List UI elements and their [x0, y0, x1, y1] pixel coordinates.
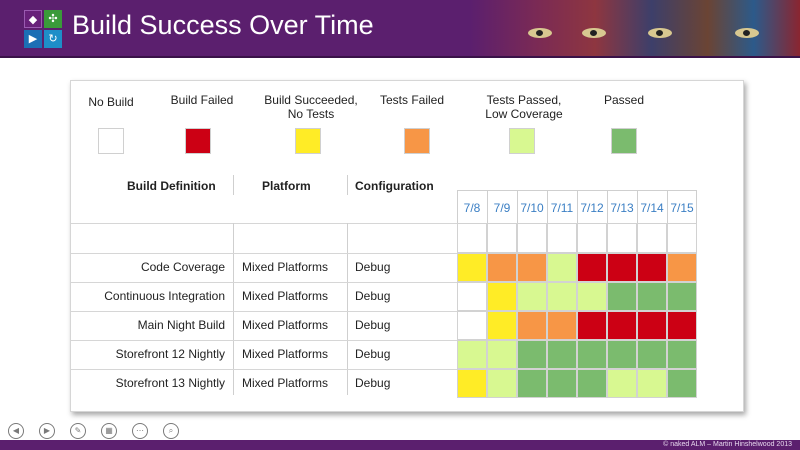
- row-configuration: Debug: [355, 347, 391, 361]
- status-cell: [667, 253, 697, 282]
- header-divider: [0, 56, 800, 58]
- status-cell: [517, 369, 547, 398]
- row-configuration: Debug: [355, 318, 391, 332]
- legend-swatch-no-build: [98, 128, 124, 154]
- legend-swatch-low-coverage: [509, 128, 535, 154]
- row-configuration: Debug: [355, 289, 391, 303]
- status-cell: [637, 282, 667, 311]
- status-cell: [547, 253, 577, 282]
- visual-studio-icon: ◆: [24, 10, 42, 28]
- status-cell: [487, 340, 517, 369]
- status-cell: [457, 253, 487, 282]
- footer-bar: © naked ALM – Martin Hinshelwood 2013: [0, 440, 800, 450]
- status-cell: [577, 340, 607, 369]
- slides-icon[interactable]: ▦: [101, 423, 117, 439]
- status-cell: [457, 282, 487, 311]
- page-title: Build Success Over Time: [72, 10, 374, 40]
- row-definition: Code Coverage: [140, 260, 225, 274]
- legend-swatch-passed: [611, 128, 637, 154]
- date-header: 7/15: [670, 201, 694, 215]
- row-platform: Mixed Platforms: [242, 376, 329, 390]
- status-cell: [607, 311, 637, 340]
- row-definition: Storefront 12 Nightly: [115, 347, 225, 361]
- release-icon: ▶: [24, 30, 42, 48]
- more-icon[interactable]: ⋯: [132, 423, 148, 439]
- header-bar: ◆ ✣ ▶ ↻ Build Success Over Time: [0, 0, 800, 56]
- status-cell: [547, 369, 577, 398]
- row-definition: Continuous Integration: [104, 289, 225, 303]
- status-cell: [667, 282, 697, 311]
- status-cell: [577, 282, 607, 311]
- status-cell: [607, 369, 637, 398]
- status-cell: [487, 253, 517, 282]
- legend-swatch-build-failed: [185, 128, 211, 154]
- legend-label-passed: Passed: [603, 93, 645, 107]
- row-platform: Mixed Platforms: [242, 289, 329, 303]
- zoom-icon[interactable]: ⌕: [163, 423, 179, 439]
- product-logo: ◆ ✣ ▶ ↻: [24, 10, 62, 48]
- status-cell: [547, 340, 577, 369]
- date-header: 7/10: [520, 201, 544, 215]
- status-cell: [637, 253, 667, 282]
- legend-label-no-build: No Build: [88, 95, 134, 109]
- date-header: 7/13: [610, 201, 634, 215]
- status-cell: [487, 369, 517, 398]
- status-cell: [637, 369, 667, 398]
- status-cell: [517, 253, 547, 282]
- status-cell: [457, 340, 487, 369]
- date-header: 7/11: [550, 201, 574, 215]
- column-header-configuration: Configuration: [355, 179, 434, 193]
- legend-swatch-succeeded-no-tests: [295, 128, 321, 154]
- status-cell: [517, 282, 547, 311]
- next-icon[interactable]: ▶: [39, 423, 55, 439]
- status-cell: [577, 253, 607, 282]
- status-cell: [487, 282, 517, 311]
- legend-label-build-failed: Build Failed: [170, 93, 234, 107]
- legend-label-low-coverage: Tests Passed, Low Coverage: [485, 93, 563, 121]
- sync-icon: ↻: [44, 30, 62, 48]
- status-cell: [517, 340, 547, 369]
- status-cell: [517, 311, 547, 340]
- copyright-text: © naked ALM – Martin Hinshelwood 2013: [663, 441, 792, 448]
- status-cell: [667, 311, 697, 340]
- legend-label-tests-failed: Tests Failed: [379, 93, 445, 107]
- status-cell: [457, 311, 487, 340]
- status-cell: [637, 311, 667, 340]
- row-platform: Mixed Platforms: [242, 347, 329, 361]
- pen-icon[interactable]: ✎: [70, 423, 86, 439]
- column-header-platform: Platform: [262, 179, 311, 193]
- team-icon: ✣: [44, 10, 62, 28]
- date-header: 7/12: [580, 201, 604, 215]
- date-header: 7/9: [493, 201, 511, 215]
- status-cell: [607, 282, 637, 311]
- status-cell: [667, 340, 697, 369]
- status-cell: [487, 311, 517, 340]
- column-header-definition: Build Definition: [127, 179, 216, 193]
- row-platform: Mixed Platforms: [242, 318, 329, 332]
- status-cell: [577, 369, 607, 398]
- header-banner-image: [470, 0, 800, 56]
- legend-swatch-tests-failed: [404, 128, 430, 154]
- status-cell: [547, 282, 577, 311]
- status-cell: [577, 311, 607, 340]
- date-header: 7/8: [463, 201, 481, 215]
- row-definition: Storefront 13 Nightly: [115, 376, 225, 390]
- status-cell: [637, 340, 667, 369]
- status-cell: [457, 369, 487, 398]
- status-cell: [607, 340, 637, 369]
- date-header: 7/14: [640, 201, 664, 215]
- row-configuration: Debug: [355, 260, 391, 274]
- status-cell: [607, 253, 637, 282]
- row-configuration: Debug: [355, 376, 391, 390]
- row-definition: Main Night Build: [137, 318, 225, 332]
- row-platform: Mixed Platforms: [242, 260, 329, 274]
- build-success-card: No Build Build Failed Build Succeeded, N…: [70, 80, 744, 412]
- previous-icon[interactable]: ◀: [8, 423, 24, 439]
- legend-label-succeeded-no-tests: Build Succeeded, No Tests: [264, 93, 358, 121]
- status-cell: [667, 369, 697, 398]
- status-cell: [547, 311, 577, 340]
